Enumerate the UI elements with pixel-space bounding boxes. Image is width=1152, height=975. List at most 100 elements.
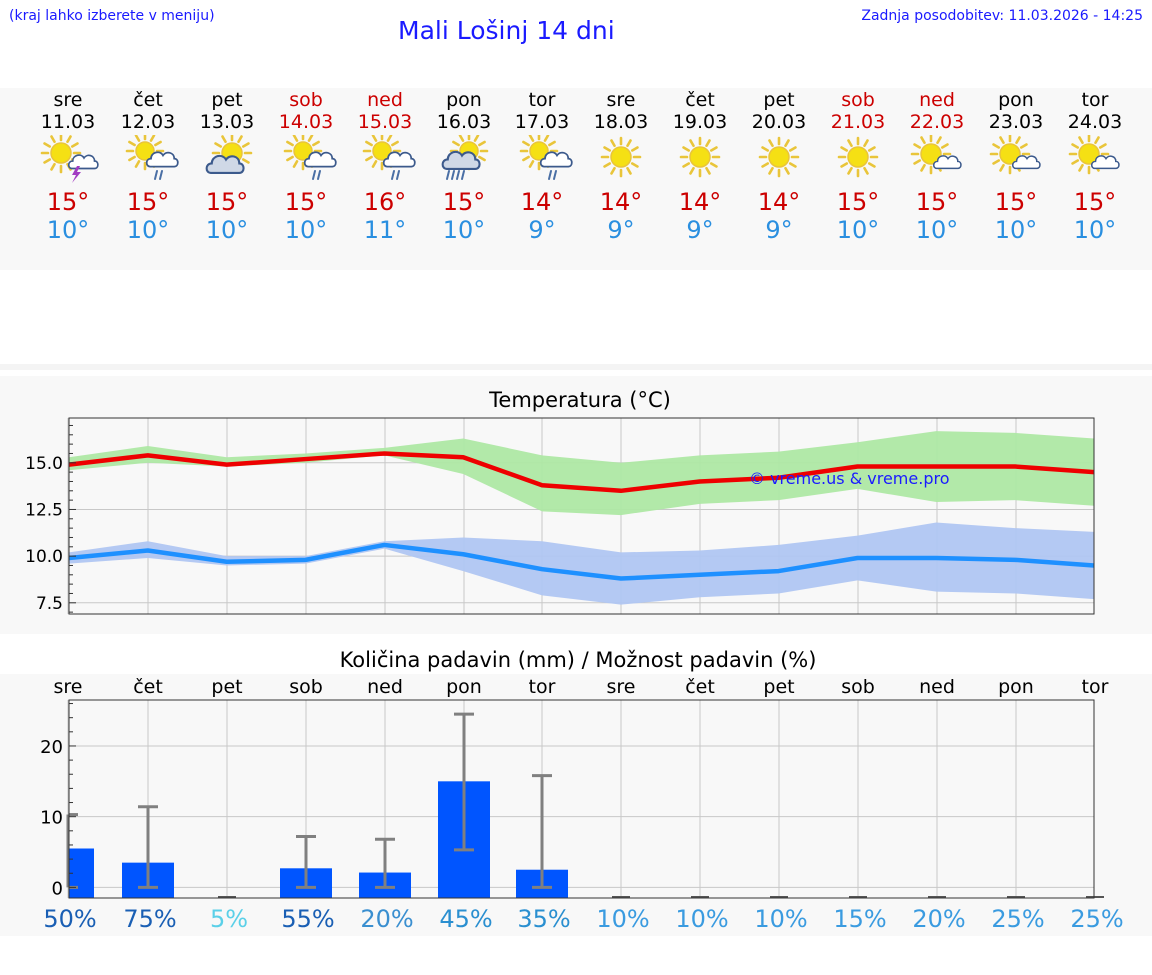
day-date: 12.03 xyxy=(120,111,176,133)
x-category-label: sre xyxy=(607,676,636,698)
day-name: pon xyxy=(998,89,1034,111)
section-divider xyxy=(0,364,1152,370)
cloud-shape xyxy=(1090,155,1120,170)
precipitation-probability: 75% xyxy=(123,905,176,933)
day-date: 19.03 xyxy=(672,111,728,133)
temp-max: 14° xyxy=(599,188,643,216)
x-category-label: pet xyxy=(763,676,794,698)
forecast-day: sre 11.03 15° 10° xyxy=(29,88,107,244)
day-name: čet xyxy=(685,89,715,111)
precipitation-probability: 10% xyxy=(754,905,807,933)
temp-max: 15° xyxy=(284,188,328,216)
sun-cloud-icon xyxy=(205,135,253,174)
temperature-chart: 7.5 10.0 12.5 15.0 © vreme.us & vreme.pro xyxy=(25,417,1095,615)
raindrop xyxy=(451,170,455,180)
temp-max: 15° xyxy=(915,188,959,216)
temp-min: 10° xyxy=(836,216,880,244)
lightning-bolt xyxy=(72,166,81,183)
precipitation-bar xyxy=(69,848,94,898)
forecast-day: pon 23.03 15° 10° xyxy=(977,88,1055,244)
raindrop xyxy=(312,170,316,180)
temp-max: 15° xyxy=(442,188,486,216)
page-title: Mali Lošinj 14 dni xyxy=(398,16,615,45)
day-name: ned xyxy=(919,89,955,111)
x-category-label: sob xyxy=(289,676,323,698)
day-name: tor xyxy=(1081,89,1109,111)
cloud-shape xyxy=(1011,155,1041,170)
precipitation-probability: 25% xyxy=(1070,905,1123,933)
temp-min: 10° xyxy=(284,216,328,244)
raindrop xyxy=(154,170,158,180)
raindrop xyxy=(461,170,465,180)
sun-small-cloud-icon xyxy=(989,135,1041,175)
sun-shape xyxy=(679,136,721,178)
sun-shape xyxy=(758,136,800,178)
raindrop xyxy=(553,170,557,180)
temp-max: 16° xyxy=(363,188,407,216)
temp-min: 10° xyxy=(46,216,90,244)
cloud-shape xyxy=(539,151,573,168)
temp-max: 14° xyxy=(520,188,564,216)
last-updated: Zadnja posodobitev: 11.03.2026 - 14:25 xyxy=(861,8,1143,24)
temp-min: 9° xyxy=(765,216,793,244)
cloud-shape xyxy=(932,155,962,170)
temperature-chart-title: Temperatura (°C) xyxy=(489,388,671,412)
precipitation-probability: 15% xyxy=(833,905,886,933)
y-tick-label: 10.0 xyxy=(25,547,63,567)
x-category-label: ned xyxy=(919,676,955,698)
raindrop xyxy=(456,170,460,180)
forecast-day: ned 15.03 16° 11° xyxy=(346,88,424,244)
raindrop xyxy=(446,170,450,180)
cloud-shape xyxy=(441,150,481,170)
precipitation-probability: 5% xyxy=(210,905,248,933)
forecast-day: sob 14.03 15° 10° xyxy=(267,88,345,244)
day-date: 15.03 xyxy=(357,111,413,133)
precipitation-probability: 20% xyxy=(360,905,413,933)
day-date: 24.03 xyxy=(1067,111,1123,133)
temp-min: 10° xyxy=(994,216,1038,244)
x-category-label: sre xyxy=(54,676,83,698)
day-name: tor xyxy=(528,89,556,111)
location-hint: (kraj lahko izberete v meniju) xyxy=(9,8,215,24)
y-tick-label: 10 xyxy=(40,808,63,829)
sun-icon xyxy=(758,136,800,178)
temp-max: 15° xyxy=(836,188,880,216)
raindrop xyxy=(548,170,552,180)
raindrop xyxy=(317,170,321,180)
day-date: 20.03 xyxy=(751,111,807,133)
max-temperature-line xyxy=(68,451,1095,494)
sun-shape xyxy=(519,135,559,171)
day-name: čet xyxy=(133,89,163,111)
forecast-day: pet 20.03 14° 9° xyxy=(740,88,818,244)
x-category-label: pon xyxy=(998,676,1034,698)
day-date: 14.03 xyxy=(278,111,334,133)
raindrop xyxy=(391,170,395,180)
temp-max: 14° xyxy=(757,188,801,216)
day-date: 11.03 xyxy=(40,111,96,133)
day-date: 21.03 xyxy=(830,111,886,133)
x-category-label: ned xyxy=(367,676,403,698)
day-date: 22.03 xyxy=(909,111,965,133)
cloud-shape xyxy=(382,151,416,168)
sun-cloud-heavy-rain-icon xyxy=(441,135,489,180)
y-tick-label: 7.5 xyxy=(36,594,63,614)
day-name: pon xyxy=(446,89,482,111)
sun-cloud-thunder-icon xyxy=(40,135,99,183)
forecast-day: pet 13.03 15° 10° xyxy=(188,88,266,244)
x-category-label: tor xyxy=(529,676,556,698)
temp-min: 11° xyxy=(363,216,407,244)
sun-shape xyxy=(1068,135,1110,175)
temp-min: 10° xyxy=(205,216,249,244)
forecast-day: pon 16.03 15° 10° xyxy=(425,88,503,244)
sun-shape xyxy=(837,136,879,178)
forecast-day: ned 22.03 15° 10° xyxy=(898,88,976,244)
sun-shape xyxy=(125,135,165,171)
temp-min: 10° xyxy=(915,216,959,244)
day-date: 17.03 xyxy=(514,111,570,133)
temp-min: 10° xyxy=(442,216,486,244)
temp-max: 15° xyxy=(1073,188,1117,216)
forecast-day: čet 12.03 15° 10° xyxy=(109,88,187,244)
sun-shape xyxy=(40,135,82,174)
forecast-band xyxy=(0,88,1152,270)
precipitation-probability: 10% xyxy=(675,905,728,933)
